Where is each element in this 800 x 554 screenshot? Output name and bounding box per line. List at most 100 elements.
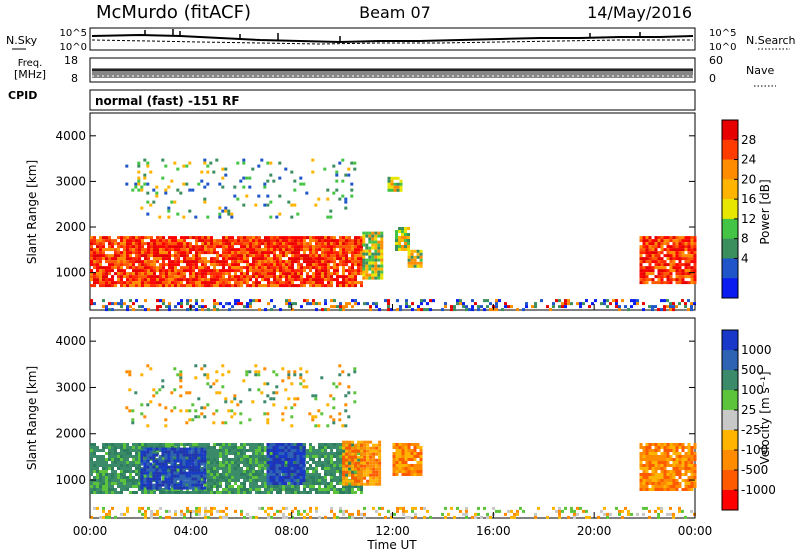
y-tick-label: 2000 <box>55 220 86 234</box>
y-tick-label: 4000 <box>55 129 86 143</box>
y-tick-label: 4000 <box>55 334 86 348</box>
freq-tick-top: 18 <box>64 54 78 67</box>
colorbar-tick-label: 20 <box>741 172 756 186</box>
noise-tick-bottom-right: 10^0 <box>709 42 736 53</box>
colorbar-swatch <box>722 258 738 279</box>
heatmap-region-5 <box>387 176 403 192</box>
velocity-heatmap <box>90 364 697 519</box>
y-tick-label: 3000 <box>55 380 86 394</box>
colorbar-tick-label: 8 <box>741 232 749 246</box>
colorbar-frame <box>721 329 739 511</box>
velocity-colorbar-label: Velocity [m s⁻¹] <box>758 371 772 464</box>
cpid-label: CPID <box>8 89 37 102</box>
colorbar-swatch <box>722 159 738 180</box>
noise-panel-frame <box>89 27 696 51</box>
freq-panel: Freq. [MHz] 18 8 60 0 Nave <box>14 54 776 87</box>
x-tick-label: 16:00 <box>476 524 511 538</box>
heatmap-region-4 <box>392 443 423 476</box>
noise-search-trace <box>91 39 693 45</box>
power-colorbar-label: Power [dB] <box>758 179 772 244</box>
colorbar-tick-label: 25 <box>741 403 756 417</box>
noise-tick-bottom-left: 10^0 <box>60 42 87 53</box>
colorbar-swatch <box>722 330 738 351</box>
colorbar-swatch <box>722 470 738 491</box>
x-tick-label: 04:00 <box>174 524 209 538</box>
colorbar-swatch <box>722 120 738 141</box>
colorbar-frame <box>721 119 739 299</box>
colorbar-tick-label: -100 <box>741 443 768 457</box>
heatmap-region-5 <box>639 443 697 491</box>
power-colorbar: 28 24 20 16 12 8 4 <box>721 119 756 299</box>
x-tick-label: 00:00 <box>678 524 713 538</box>
heatmap-region-2 <box>395 227 410 251</box>
noise-tick-top-right: 10^5 <box>709 28 736 39</box>
y-tick-label: 1000 <box>55 473 86 487</box>
x-tick-label: 12:00 <box>375 524 410 538</box>
colorbar-tick-label: 28 <box>741 133 756 147</box>
power-y-axis-label: Slant Range [km] <box>25 160 39 264</box>
noise-right-label: N.Search <box>746 34 796 47</box>
heatmap-region-6 <box>125 364 357 428</box>
heatmap-region-1 <box>140 447 207 490</box>
colorbar-tick-label: 16 <box>741 192 756 206</box>
colorbar-swatch <box>722 199 738 220</box>
noise-tick-top-left: 10^5 <box>60 28 87 39</box>
power-y-axis: 1000 2000 3000 4000 <box>55 129 695 280</box>
colorbar-tick-label: 100 <box>741 383 764 397</box>
noise-sky-trace <box>91 33 694 44</box>
colorbar-tick-label: 24 <box>741 153 756 167</box>
freq-label-line2: [MHz] <box>14 68 46 81</box>
station-title: McMurdo (fitACF) <box>96 2 251 23</box>
noise-left-label: N.Sky <box>6 34 38 47</box>
power-panel: 1000 2000 3000 4000 Slant Range [km] <box>25 112 697 312</box>
freq-label-line1: Freq. <box>18 58 43 69</box>
nave-tick-top: 60 <box>709 54 723 67</box>
heatmap-region-2 <box>266 443 306 485</box>
x-axis-title: Time UT <box>366 538 417 552</box>
beam-title: Beam 07 <box>359 3 431 22</box>
nave-label: Nave <box>746 64 774 77</box>
velocity-y-axis: 1000 2000 3000 4000 <box>55 334 695 487</box>
colorbar-tick-label: 1000 <box>741 343 772 357</box>
y-tick-label: 2000 <box>55 427 86 441</box>
colorbar-tick-label: -25 <box>741 423 761 437</box>
date-title: 14/May/2016 <box>587 3 692 22</box>
cpid-text: normal (fast) -151 RF <box>95 94 240 108</box>
colorbar-swatch <box>722 490 738 511</box>
colorbar-swatch <box>722 410 738 431</box>
heatmap-region-7 <box>90 299 696 312</box>
heatmap-region-3 <box>342 440 382 486</box>
colorbar-swatch <box>722 430 738 451</box>
colorbar-swatch <box>722 390 738 411</box>
heatmap-region-6 <box>125 158 357 219</box>
colorbar-tick-label: 4 <box>741 251 749 265</box>
heatmap-region-0 <box>90 236 363 288</box>
colorbar-tick-label: -1000 <box>741 483 776 497</box>
colorbar-swatch <box>722 370 738 391</box>
cpid-panel: CPID normal (fast) -151 RF <box>8 89 696 111</box>
noise-panel: N.Sky N.Search 10^5 10^0 10^5 10^0 <box>6 27 796 53</box>
x-tick-label: 00:00 <box>73 524 108 538</box>
heatmap-region-4 <box>639 236 697 285</box>
freq-tick-bottom: 8 <box>71 72 78 85</box>
x-tick-label: 08:00 <box>274 524 309 538</box>
y-tick-label: 1000 <box>55 266 86 280</box>
power-heatmap <box>90 158 697 312</box>
colorbar-tick-label: 12 <box>741 212 756 226</box>
velocity-colorbar: 1000 500 100 25 -25 -100 -500 -1000 <box>721 329 776 511</box>
colorbar-swatch <box>722 218 738 240</box>
nave-tick-bottom: 0 <box>709 72 716 85</box>
cpid-panel-frame <box>89 89 696 111</box>
power-x-ticks <box>89 304 696 310</box>
colorbar-tick-label: -500 <box>741 463 768 477</box>
velocity-x-axis: 00:00 04:00 08:00 12:00 16:00 20:00 00:00 <box>73 512 713 538</box>
colorbar-swatch <box>722 139 738 161</box>
heatmap-region-1 <box>362 231 384 280</box>
freq-panel-frame <box>89 57 696 83</box>
y-tick-label: 3000 <box>55 174 86 188</box>
heatmap-region-3 <box>407 249 423 268</box>
colorbar-tick-label: 500 <box>741 363 764 377</box>
colorbar-swatch <box>722 238 738 259</box>
